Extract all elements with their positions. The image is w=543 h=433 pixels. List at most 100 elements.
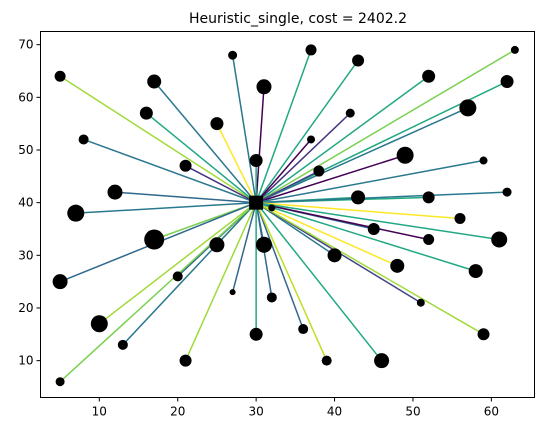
data-point (313, 165, 325, 177)
data-point (298, 324, 309, 335)
connection-line (75, 201, 257, 214)
connection-line (256, 201, 461, 220)
data-point (422, 191, 435, 204)
connection-line (255, 107, 469, 204)
data-point (255, 236, 272, 253)
data-point (228, 50, 238, 60)
y-tick-label: 30 (18, 248, 33, 262)
data-point (321, 355, 332, 366)
connection-line (255, 49, 312, 203)
hub-marker (249, 195, 264, 210)
data-point (390, 258, 405, 273)
data-point (209, 237, 225, 253)
data-point (459, 99, 477, 117)
connection-line (255, 202, 484, 335)
connection-line (145, 112, 257, 204)
data-point (479, 156, 488, 165)
data-point (90, 315, 108, 333)
connection-line (98, 202, 257, 325)
data-point (454, 212, 466, 224)
data-point (266, 292, 277, 303)
data-point (210, 117, 224, 131)
data-point (179, 354, 192, 367)
data-point (396, 146, 414, 164)
connection-line (114, 191, 257, 204)
data-point (78, 134, 89, 145)
connection-line (122, 202, 257, 346)
data-point (510, 45, 519, 54)
connection-line (185, 165, 257, 204)
data-point (256, 79, 272, 95)
connection-line (256, 191, 508, 204)
x-tick-label: 10 (92, 405, 107, 419)
data-point (468, 264, 483, 279)
plot-frame (40, 31, 535, 398)
hub-marker-group (249, 195, 264, 210)
connection-line (216, 123, 257, 203)
y-axis: 10 20 30 40 50 60 70 (18, 38, 41, 368)
data-points (52, 44, 519, 387)
connection-line (255, 159, 484, 204)
y-tick-label: 20 (18, 301, 33, 315)
x-tick-label: 30 (248, 405, 263, 419)
data-point (367, 222, 380, 235)
connection-line (59, 75, 257, 204)
data-point (374, 353, 390, 369)
data-point (422, 69, 436, 83)
data-point (491, 231, 508, 248)
data-point (179, 159, 192, 172)
connection-line (184, 202, 257, 361)
data-point (268, 204, 276, 212)
data-point (249, 327, 263, 341)
data-point (416, 298, 425, 307)
connection-lines (59, 49, 516, 383)
data-point (147, 74, 162, 89)
connection-line (255, 49, 516, 204)
connection-line (255, 60, 359, 204)
connection-line (255, 201, 398, 267)
y-tick-label: 70 (18, 38, 33, 52)
data-point (327, 248, 342, 263)
x-axis: 10 20 30 40 50 60 (92, 397, 499, 419)
data-point (352, 54, 365, 67)
connection-line (83, 138, 257, 204)
connection-line (59, 202, 257, 383)
y-tick-label: 40 (18, 196, 33, 210)
connection-line (255, 75, 430, 204)
connection-line (255, 170, 320, 204)
data-point (229, 289, 236, 296)
x-tick-label: 60 (484, 405, 499, 419)
data-point (144, 229, 165, 250)
connection-line (255, 112, 351, 204)
connection-line (255, 202, 328, 361)
x-tick-label: 20 (170, 405, 185, 419)
data-point (54, 70, 66, 82)
data-point (52, 274, 68, 290)
data-point (351, 190, 366, 205)
connection-line (153, 81, 257, 204)
connection-line (255, 138, 312, 204)
data-point (55, 377, 65, 387)
data-point (117, 339, 128, 350)
connection-line (255, 202, 383, 362)
x-tick-label: 50 (405, 405, 420, 419)
data-point (500, 75, 514, 89)
data-point (477, 328, 490, 341)
data-point (139, 106, 153, 120)
chart-title: Heuristic_single, cost = 2402.2 (189, 11, 407, 27)
y-tick-label: 50 (18, 143, 33, 157)
data-point (423, 234, 435, 246)
data-point (305, 44, 317, 56)
data-point (107, 184, 123, 200)
connection-line (255, 202, 304, 330)
data-point (249, 154, 263, 168)
connection-line (255, 86, 265, 203)
data-point (345, 108, 355, 118)
data-point (67, 204, 85, 222)
connection-line (231, 202, 257, 293)
data-point (502, 187, 512, 197)
y-tick-label: 10 (18, 354, 33, 368)
y-tick-label: 60 (18, 90, 33, 104)
connection-line (256, 201, 500, 241)
